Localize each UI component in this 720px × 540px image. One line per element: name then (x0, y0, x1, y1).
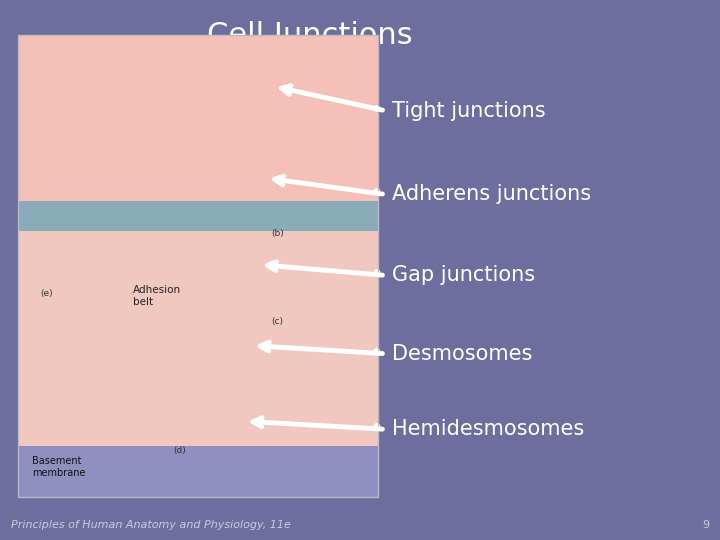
Bar (18, 201, 378, 231)
Text: Adhesion
belt: Adhesion belt (133, 285, 181, 307)
Text: (e): (e) (40, 289, 53, 298)
Text: Basement
membrane: Basement membrane (32, 456, 86, 477)
Bar (18, 446, 378, 497)
Text: •: • (370, 264, 384, 287)
Text: Desmosomes: Desmosomes (392, 343, 533, 364)
Text: Cell Junctions: Cell Junctions (207, 21, 413, 50)
Text: Principles of Human Anatomy and Physiology, 11e: Principles of Human Anatomy and Physiolo… (11, 520, 291, 530)
Bar (18, 35, 378, 497)
Text: (c): (c) (271, 317, 283, 326)
Text: Gap junctions: Gap junctions (392, 265, 536, 286)
Text: •: • (370, 99, 384, 123)
Bar (18, 35, 378, 220)
Text: Hemidesmosomes: Hemidesmosomes (392, 419, 585, 440)
Bar (18, 35, 378, 497)
Text: •: • (370, 183, 384, 206)
Text: •: • (370, 417, 384, 441)
Text: (b): (b) (271, 229, 284, 238)
Text: Tight junctions: Tight junctions (392, 100, 546, 121)
Text: •: • (370, 342, 384, 366)
Text: 9: 9 (702, 520, 709, 530)
Text: (d): (d) (174, 446, 186, 455)
Text: Adherens junctions: Adherens junctions (392, 184, 592, 205)
